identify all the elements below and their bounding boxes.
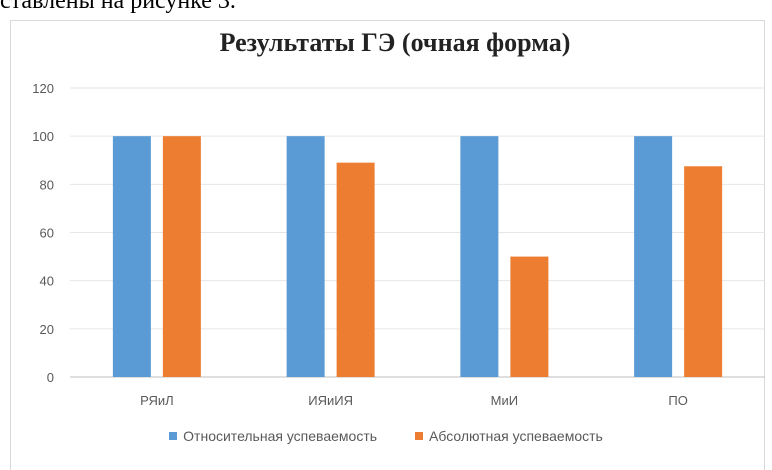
chart-legend: Относительная успеваемость Абсолютная ус…	[0, 428, 772, 444]
bar-relative	[634, 136, 673, 377]
legend-item-relative: Относительная успеваемость	[169, 428, 377, 444]
y-tick-label: 20	[40, 322, 54, 337]
y-tick-label: 40	[40, 274, 54, 289]
legend-label-absolute: Абсолютная успеваемость	[429, 428, 603, 444]
y-tick-label: 0	[47, 370, 54, 385]
y-tick-label: 60	[40, 226, 54, 241]
bar-relative	[112, 136, 151, 377]
bar-relative	[460, 136, 499, 377]
bar-absolute	[510, 256, 549, 377]
chart-title: Результаты ГЭ (очная форма)	[219, 28, 571, 57]
bar-absolute	[336, 162, 375, 377]
bar-absolute	[684, 166, 723, 377]
document-caption-text: ставлены на рисунке 3.	[0, 0, 236, 14]
y-tick-label: 80	[40, 177, 54, 192]
x-tick-label: ИЯиИЯ	[308, 393, 353, 408]
y-tick-label: 120	[32, 81, 54, 96]
bar-absolute	[162, 136, 201, 377]
y-tick-label: 100	[32, 129, 54, 144]
legend-label-relative: Относительная успеваемость	[183, 428, 378, 444]
legend-swatch-absolute	[415, 432, 424, 440]
legend-swatch-relative	[169, 432, 178, 440]
legend-item-absolute: Абсолютная успеваемость	[415, 428, 603, 444]
x-tick-label: МиИ	[491, 393, 518, 408]
x-tick-label: РЯиЛ	[140, 393, 174, 408]
x-tick-label: ПО	[668, 393, 687, 408]
bar-relative	[286, 136, 325, 377]
